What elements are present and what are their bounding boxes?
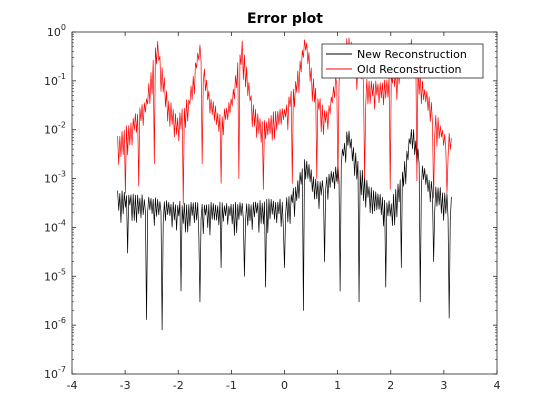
x-tick-label: -4 xyxy=(67,379,78,392)
x-tick-label: -2 xyxy=(173,379,184,392)
x-tick-label: 0 xyxy=(281,379,288,392)
x-tick-label: -3 xyxy=(120,379,131,392)
x-tick-label: 3 xyxy=(440,379,447,392)
chart-title: Error plot xyxy=(247,11,323,27)
x-tick-label: 1 xyxy=(334,379,341,392)
legend-label: Old Reconstruction xyxy=(357,63,462,76)
legend-label: New Reconstruction xyxy=(357,48,467,61)
x-tick-label: 2 xyxy=(387,379,394,392)
legend: New Reconstruction Old Reconstruction xyxy=(322,44,483,78)
x-tick-label: -1 xyxy=(226,379,237,392)
x-tick-label: 4 xyxy=(494,379,501,392)
